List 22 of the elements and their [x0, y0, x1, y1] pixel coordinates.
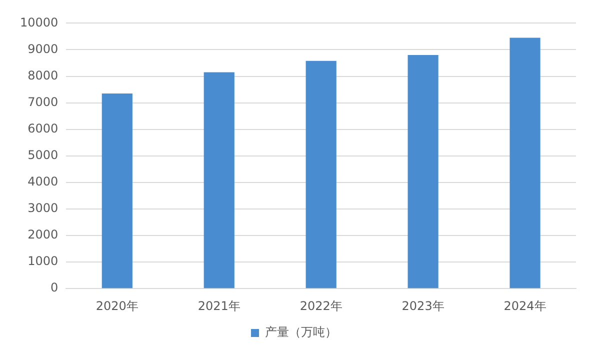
x-tick-label: 2021年 [198, 298, 240, 313]
y-tick-label: 10000 [20, 15, 58, 30]
y-tick-label: 7000 [28, 94, 58, 109]
y-tick-label: 0 [50, 280, 58, 295]
y-tick-label: 2000 [28, 228, 58, 242]
bar [102, 94, 132, 288]
bar [306, 60, 336, 288]
x-tick-label: 2022年 [300, 298, 342, 313]
x-tick-label: 2020年 [96, 298, 138, 313]
y-tick-label: 6000 [28, 121, 58, 136]
y-tick-label: 9000 [28, 42, 58, 56]
legend-label: 产量（万吨） [265, 325, 337, 340]
bar [204, 72, 234, 288]
y-tick-label: 3000 [28, 201, 58, 216]
x-tick-label: 2023年 [402, 298, 444, 313]
y-tick-label: 1000 [28, 254, 58, 268]
x-tick-label: 2024年 [504, 298, 546, 313]
bar [510, 38, 540, 288]
y-tick-label: 5000 [28, 148, 58, 162]
y-tick-label: 8000 [28, 68, 58, 82]
bar [408, 55, 438, 288]
y-tick-label: 4000 [28, 174, 58, 189]
